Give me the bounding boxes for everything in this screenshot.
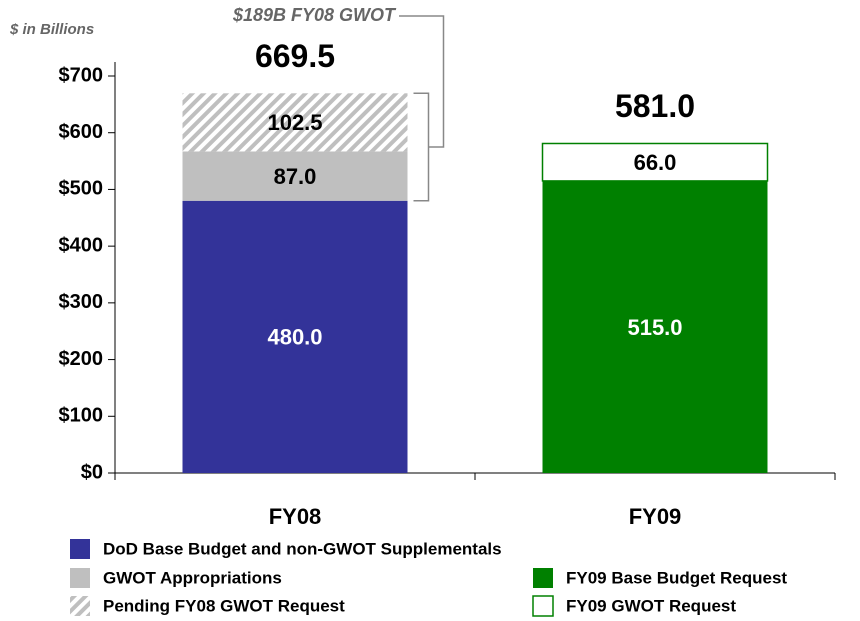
legend-swatch	[532, 595, 554, 617]
y-tick-label: $100	[59, 405, 104, 427]
y-tick-label: $700	[59, 64, 104, 86]
y-tick-label: $400	[59, 234, 104, 256]
bar-segment	[541, 142, 769, 182]
legend-label: Pending FY08 GWOT Request	[103, 596, 345, 615]
y-tick-label: $0	[81, 461, 103, 483]
legend-swatch	[70, 568, 90, 588]
legend-label: FY09 GWOT Request	[566, 596, 736, 615]
legend-swatch	[533, 568, 553, 588]
bar-segment	[182, 151, 408, 201]
annotation: $189B FY08 GWOT	[232, 5, 397, 25]
bar-segment	[182, 200, 408, 473]
total-label: 581.0	[615, 88, 695, 124]
total-label: 669.5	[255, 38, 335, 74]
value-label: 66.0	[634, 150, 677, 175]
value-label: 515.0	[627, 315, 682, 340]
legend-swatch	[70, 596, 90, 616]
x-tick-label: FY08	[269, 504, 322, 529]
bar-segment	[182, 93, 408, 152]
bracket	[413, 92, 430, 202]
legend-label: FY09 Base Budget Request	[566, 568, 787, 587]
x-tick-label: FY09	[629, 504, 682, 529]
legend-swatch	[70, 539, 90, 559]
legend-label: DoD Base Budget and non-GWOT Supplementa…	[103, 539, 502, 558]
value-label: 480.0	[267, 325, 322, 350]
value-label: 87.0	[274, 164, 317, 189]
legend-label: GWOT Appropriations	[103, 568, 282, 587]
y-tick-label: $600	[59, 121, 104, 143]
value-label: 102.5	[267, 110, 322, 135]
y-tick-label: $300	[59, 291, 104, 313]
bar-segment	[542, 180, 768, 473]
y-axis-label: $ in Billions	[9, 21, 94, 38]
y-tick-label: $200	[59, 348, 104, 370]
y-tick-label: $500	[59, 178, 104, 200]
bracket-lead	[399, 15, 445, 148]
